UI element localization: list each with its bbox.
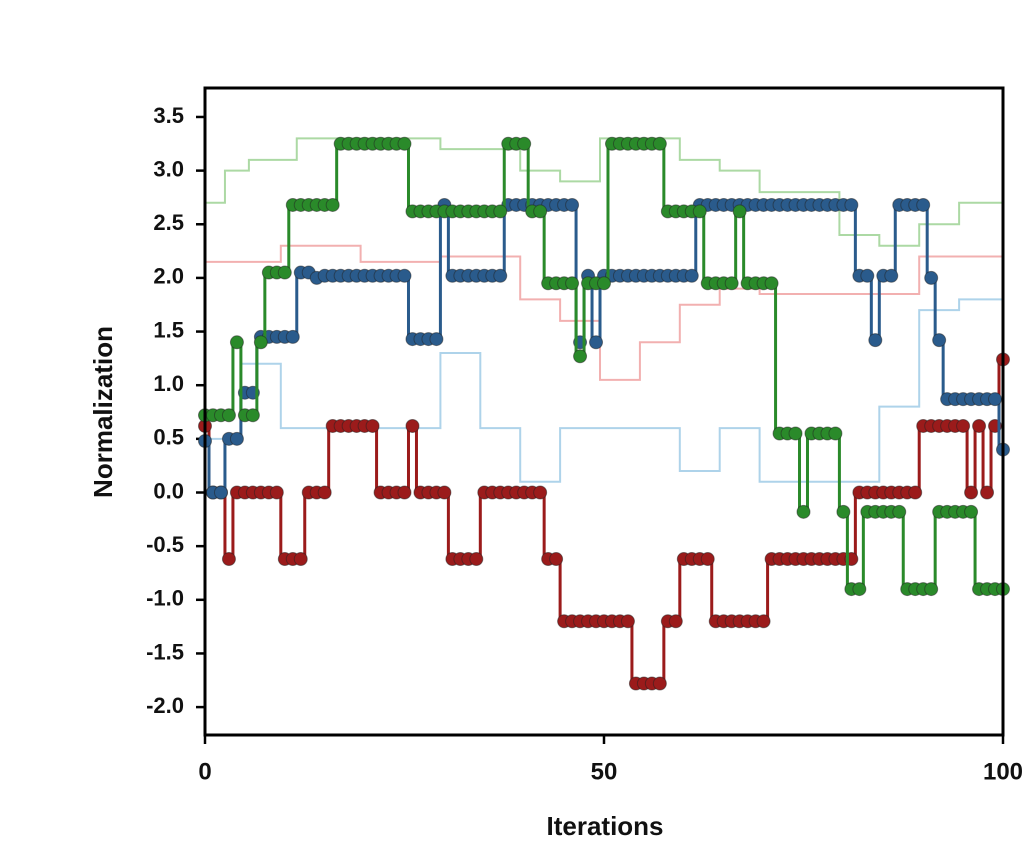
y-tick-label: 2.0 — [153, 264, 184, 289]
point-marker — [668, 614, 683, 629]
point-marker — [325, 197, 340, 212]
point-marker — [652, 136, 667, 151]
point-marker — [764, 276, 779, 291]
point-marker — [828, 426, 843, 441]
point-marker — [229, 431, 244, 446]
point-marker — [437, 485, 452, 500]
point-marker — [724, 276, 739, 291]
point-marker — [620, 614, 635, 629]
point-marker — [293, 552, 308, 567]
point-marker — [924, 582, 939, 597]
x-tick-label: 0 — [198, 758, 211, 785]
y-tick-label: -2.0 — [146, 693, 184, 718]
point-marker — [469, 552, 484, 567]
point-marker — [565, 276, 580, 291]
y-tick-label: 1.5 — [153, 317, 184, 342]
point-marker — [732, 204, 747, 219]
y-tick-label: 2.5 — [153, 210, 184, 235]
point-marker — [397, 268, 412, 283]
point-marker — [405, 418, 420, 433]
point-marker — [652, 676, 667, 691]
faint-step-line — [205, 298, 1003, 483]
point-marker — [860, 268, 875, 283]
x-tick-label: 50 — [591, 758, 618, 785]
faint-step-line — [205, 137, 1003, 247]
point-marker — [597, 276, 611, 291]
y-tick-label: 3.5 — [153, 103, 184, 128]
y-tick-label: -1.5 — [146, 639, 184, 664]
point-marker — [868, 333, 883, 348]
point-marker — [493, 268, 508, 283]
point-marker — [493, 204, 508, 219]
point-marker — [852, 582, 867, 597]
point-marker — [573, 349, 588, 364]
point-marker — [916, 197, 931, 212]
x-tick-label: 100 — [983, 758, 1023, 785]
point-marker — [684, 268, 699, 283]
point-marker — [964, 504, 979, 519]
y-tick-label: -0.5 — [146, 532, 184, 557]
point-marker — [565, 197, 580, 212]
point-marker — [397, 485, 412, 500]
point-marker — [533, 485, 548, 500]
faint-step-line — [205, 244, 1003, 381]
point-marker — [956, 418, 971, 433]
y-tick-label: 1.0 — [153, 371, 184, 396]
point-marker — [549, 552, 564, 567]
point-marker — [229, 335, 244, 350]
point-marker — [429, 332, 444, 347]
point-marker — [908, 485, 923, 500]
point-marker — [517, 136, 532, 151]
point-marker — [972, 418, 987, 433]
plot-frame — [203, 86, 1005, 737]
point-marker — [964, 485, 979, 500]
point-marker — [836, 504, 851, 519]
point-marker — [589, 335, 604, 350]
point-marker — [788, 426, 803, 441]
x-axis-label: Iterations — [546, 811, 663, 841]
point-marker — [796, 504, 811, 519]
point-marker — [365, 418, 380, 433]
y-tick-label: -1.0 — [146, 586, 184, 611]
point-marker — [221, 408, 236, 423]
step-line — [205, 203, 1003, 495]
point-marker — [884, 268, 899, 283]
point-marker — [221, 552, 236, 567]
point-marker — [213, 485, 228, 500]
point-marker — [924, 270, 939, 285]
step-line — [205, 357, 1003, 685]
point-marker — [756, 614, 771, 629]
point-marker — [980, 485, 995, 500]
point-marker — [269, 485, 284, 500]
point-marker — [245, 408, 260, 423]
point-marker — [700, 552, 715, 567]
y-tick-label: 0.5 — [153, 425, 184, 450]
point-marker — [317, 485, 332, 500]
point-marker — [397, 136, 412, 151]
point-marker — [277, 265, 292, 280]
point-marker — [988, 392, 1003, 407]
y-axis-label: Normalization — [88, 326, 118, 498]
point-marker — [692, 204, 707, 219]
point-marker — [253, 335, 268, 350]
point-marker — [533, 204, 548, 219]
point-marker — [285, 329, 300, 344]
y-tick-label: 3.0 — [153, 156, 184, 181]
point-marker — [844, 197, 859, 212]
point-marker — [892, 504, 907, 519]
y-tick-label: 0.0 — [153, 478, 184, 503]
point-marker — [932, 333, 947, 348]
